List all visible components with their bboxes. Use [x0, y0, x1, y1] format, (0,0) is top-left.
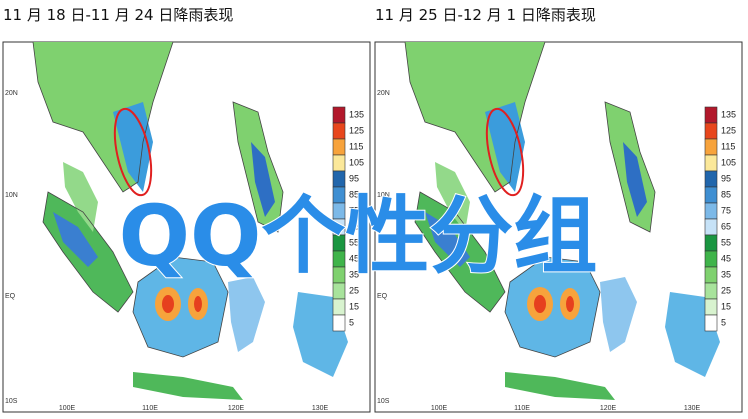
legend-label: 15	[349, 301, 359, 311]
lat-label: 10S	[5, 398, 18, 405]
legend-label: 135	[721, 109, 736, 119]
map-area: 20N 10N EQ 10S 100E 110E 120E 130E 135 125 115 105 9…	[2, 42, 371, 413]
legend-label: 5	[721, 317, 726, 327]
legend-swatch	[332, 138, 346, 156]
legend-swatch	[704, 202, 718, 220]
legend-label: 105	[721, 157, 736, 167]
lat-label: EQ	[377, 293, 388, 300]
lon-label: 100E	[431, 405, 448, 412]
legend-label: 35	[349, 269, 359, 279]
legend-swatch	[704, 186, 718, 204]
panel-title: 11 月 25 日-12 月 1 日降雨表现	[375, 6, 596, 24]
legend-label: 25	[349, 285, 359, 295]
map-area: 20N 10N EQ 10S 100E 110E 120E 130E 135 125 115 105 9…	[374, 42, 743, 413]
legend-label: 45	[349, 253, 359, 263]
legend-swatch	[704, 234, 718, 252]
legend-swatch	[704, 106, 718, 124]
legend-label: 25	[721, 285, 731, 295]
legend-label: 65	[721, 221, 731, 231]
map-panel: 11 月 25 日-12 月 1 日降雨表现 20N 10N EQ 10S 100E 110…	[374, 6, 743, 413]
legend-label: 85	[721, 189, 731, 199]
legend-swatch	[332, 122, 346, 140]
overlay-text: QQ个性分组	[119, 187, 598, 285]
legend-swatch	[332, 170, 346, 188]
lon-label: 110E	[514, 405, 530, 412]
legend-label: 135	[349, 109, 364, 119]
legend-swatch	[704, 154, 718, 172]
legend-swatch	[704, 282, 718, 300]
legend-swatch	[332, 106, 346, 124]
lat-label: 10N	[5, 192, 18, 199]
lon-label: 110E	[142, 405, 158, 412]
legend-swatch	[704, 122, 718, 140]
legend-label: 55	[349, 237, 359, 247]
legend-swatch	[332, 314, 346, 332]
legend-swatch	[704, 138, 718, 156]
legend-label: 115	[721, 141, 735, 151]
legend-swatch	[332, 298, 346, 316]
legend-label: 95	[349, 173, 359, 183]
legend-swatch	[704, 218, 718, 236]
lon-label: 130E	[684, 405, 701, 412]
lat-label: 20N	[377, 90, 390, 97]
lon-label: 100E	[59, 405, 76, 412]
legend-swatch	[704, 266, 718, 284]
legend-swatch	[704, 170, 718, 188]
map-panel: 11 月 18 日-11 月 24 日降雨表现 20N 10N EQ 10S 100E 11…	[2, 6, 371, 413]
lat-label: EQ	[5, 293, 16, 300]
legend-label: 75	[721, 205, 731, 215]
lat-label: 10S	[377, 398, 390, 405]
legend-swatch	[332, 282, 346, 300]
panel-title: 11 月 18 日-11 月 24 日降雨表现	[3, 6, 233, 24]
legend-label: 125	[721, 125, 736, 135]
legend-label: 115	[349, 141, 363, 151]
lon-label: 120E	[228, 405, 245, 412]
legend-label: 95	[721, 173, 731, 183]
legend-label: 75	[349, 205, 359, 215]
legend-swatch	[332, 154, 346, 172]
legend-label: 35	[721, 269, 731, 279]
legend-swatch	[704, 250, 718, 268]
legend-label: 55	[721, 237, 731, 247]
legend-label: 65	[349, 221, 359, 231]
lon-label: 120E	[600, 405, 617, 412]
legend-label: 85	[349, 189, 359, 199]
legend-label: 45	[721, 253, 731, 263]
lat-label: 20N	[5, 90, 18, 97]
lon-label: 130E	[312, 405, 329, 412]
legend-label: 105	[349, 157, 364, 167]
legend-swatch	[704, 314, 718, 332]
legend-label: 125	[349, 125, 364, 135]
legend-label: 5	[349, 317, 354, 327]
lat-label: 10N	[377, 192, 390, 199]
legend-swatch	[704, 298, 718, 316]
legend-label: 15	[721, 301, 731, 311]
